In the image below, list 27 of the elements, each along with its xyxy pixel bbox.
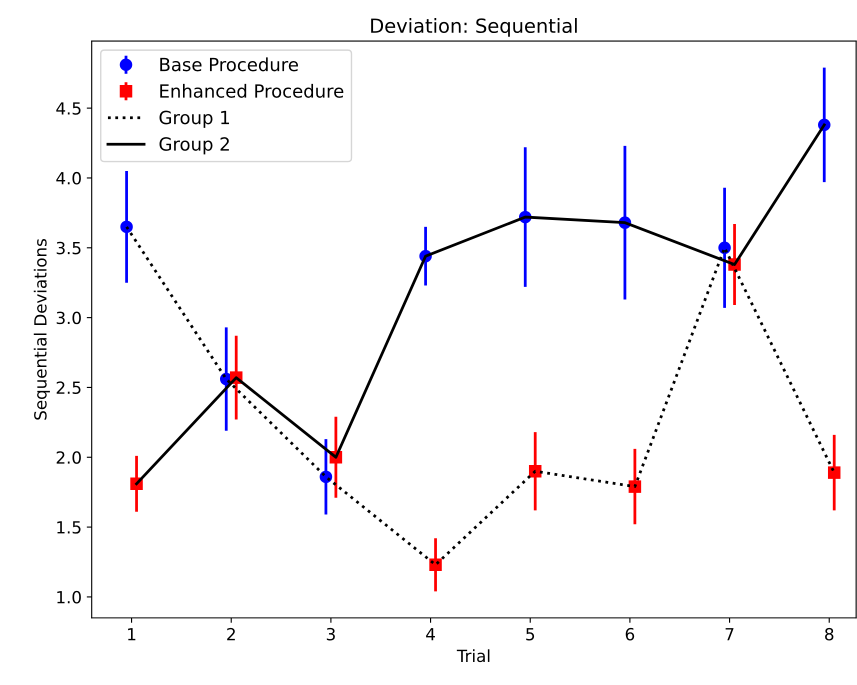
x-tick-label: 2 <box>227 628 235 640</box>
chart-title: Deviation: Sequential <box>371 18 577 37</box>
y-tick-label: 1.0 <box>57 590 81 604</box>
y-tick-label: 4.0 <box>56 172 81 185</box>
x-tick-label: 6 <box>626 628 634 640</box>
point <box>120 220 133 234</box>
y-tick-label: 2.0 <box>56 451 81 464</box>
x-tick-label: 3 <box>326 628 335 640</box>
y-tick-label: 2.5 <box>56 381 81 394</box>
legend-label: Enhanced Procedure <box>160 84 344 98</box>
x-tick-label: 7 <box>726 628 734 640</box>
y-tick-label: 4.5 <box>56 102 81 115</box>
y-tick-label: 3.5 <box>56 242 81 254</box>
point <box>528 464 542 478</box>
x-tick-label: 4 <box>426 628 435 640</box>
legend-label: Group 2 <box>160 137 229 154</box>
y-tick-label: 1.5 <box>57 521 81 534</box>
x-tick-label: 1 <box>128 628 136 640</box>
x-tick-label: 5 <box>526 628 534 640</box>
legend-label: Group 1 <box>160 110 230 128</box>
y-tick-label: 3.0 <box>56 312 81 324</box>
point <box>628 480 642 493</box>
x-tick-label: 8 <box>825 628 834 640</box>
legend-label: Base Procedure <box>160 57 298 72</box>
point <box>828 466 840 479</box>
y-axis-title: Sequential Deviations <box>34 239 50 420</box>
x-axis-title: Trial <box>456 649 490 662</box>
